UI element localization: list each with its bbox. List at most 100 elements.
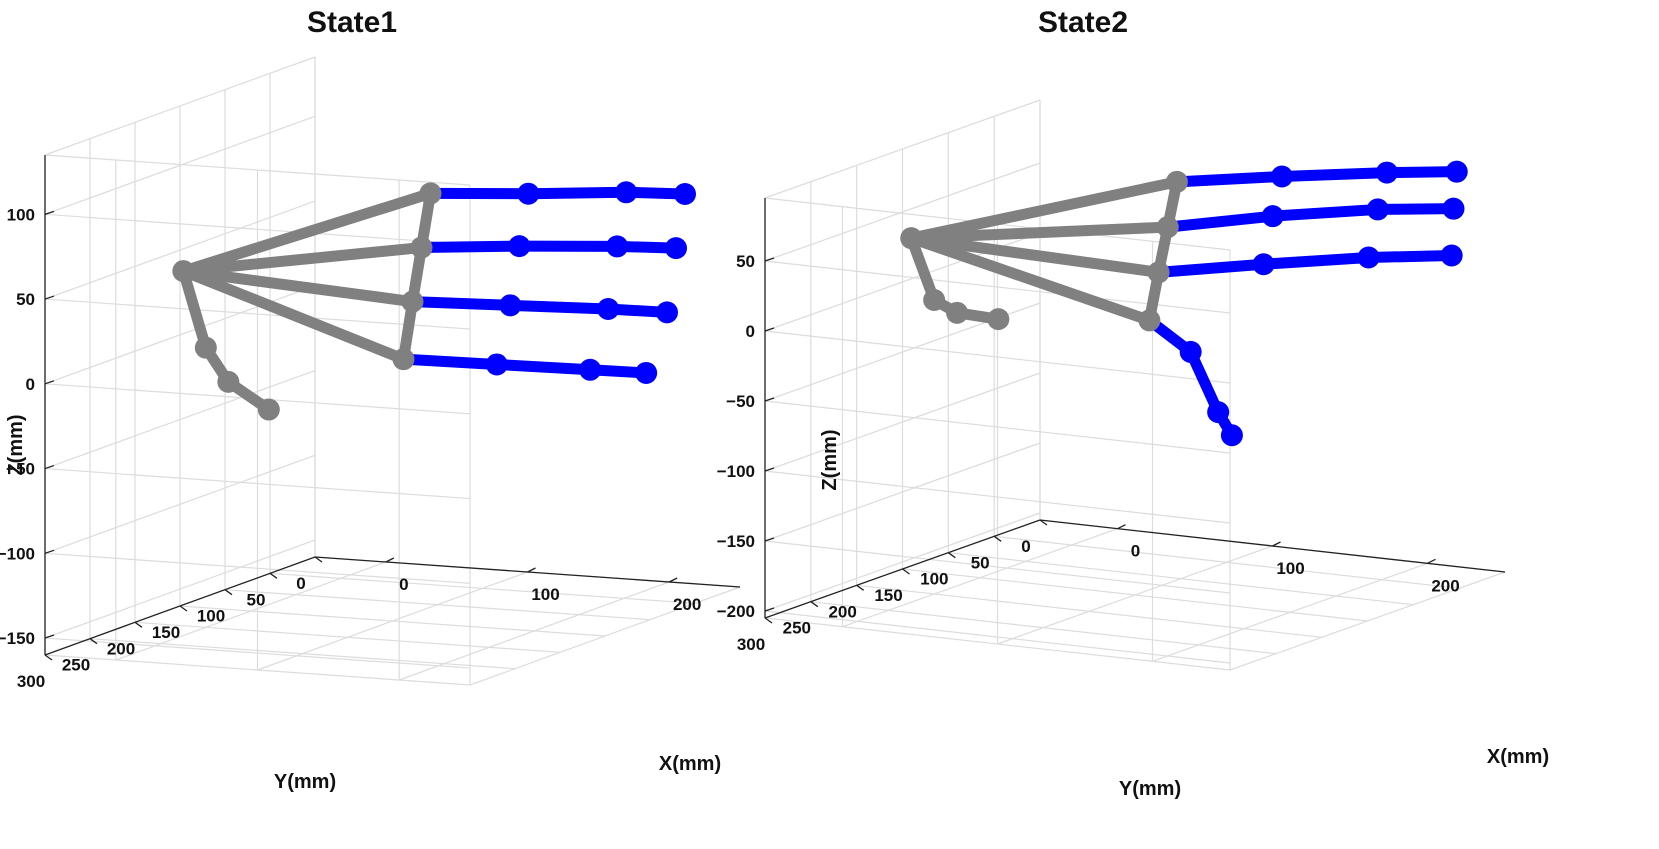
gridline	[44, 539, 316, 639]
x-axis-label: X(mm)	[1487, 746, 1549, 768]
gridline	[764, 99, 1041, 199]
finger-joint	[1261, 205, 1284, 228]
y-tick	[89, 638, 98, 645]
gridline	[44, 154, 471, 186]
knuckle-joint	[410, 236, 433, 259]
finger-joint	[1366, 198, 1389, 221]
finger-joint	[635, 361, 658, 384]
finger-joint	[615, 181, 638, 204]
z-tick	[764, 257, 775, 262]
thumb-joint	[946, 301, 969, 324]
y-tick	[993, 535, 1002, 542]
z-tick-label: −150	[717, 532, 755, 551]
wrist-joint	[900, 227, 923, 250]
thumb-joint	[194, 336, 217, 359]
gridline	[469, 586, 741, 686]
finger-bone	[504, 299, 614, 315]
finger-bone	[1171, 171, 1288, 188]
z-tick-label: −50	[6, 460, 35, 479]
z-tick	[764, 397, 775, 402]
z-tick	[764, 327, 775, 332]
z-tick	[764, 607, 775, 612]
gridline	[764, 400, 1231, 454]
z-tick	[44, 210, 55, 215]
knuckle-joint	[419, 182, 442, 205]
finger-bone	[1381, 166, 1463, 179]
gridline	[764, 512, 1041, 612]
gridline	[764, 540, 1231, 594]
finger-joint	[1270, 165, 1293, 188]
y-tick	[1039, 519, 1048, 526]
finger-bone	[398, 353, 503, 370]
y-tick	[179, 605, 188, 612]
chart-title: State1	[307, 6, 397, 39]
finger-joint	[674, 182, 696, 205]
y-axis-label: Y(mm)	[1119, 778, 1181, 800]
finger-bone	[1162, 210, 1279, 233]
gridline	[179, 605, 606, 637]
x-tick-label: 100	[531, 585, 559, 604]
y-tick-label: 250	[783, 619, 811, 638]
y-tick	[269, 572, 278, 579]
y-axis-label: Y(mm)	[274, 771, 336, 793]
gridline	[44, 654, 471, 686]
z-tick-label: 50	[736, 252, 755, 271]
finger-bone	[1372, 203, 1459, 215]
palm-bone	[177, 242, 427, 277]
gridline	[44, 369, 316, 470]
gridline	[44, 637, 471, 669]
y-tick-label: 250	[62, 656, 90, 675]
y-tick-label: 150	[874, 586, 902, 605]
finger-bone	[1153, 258, 1270, 278]
y-tick-label: 100	[197, 607, 225, 626]
finger-bone	[1363, 250, 1458, 263]
z-tick-label: 0	[746, 322, 755, 341]
finger-bone	[1258, 252, 1375, 270]
z-tick-label: −100	[717, 462, 755, 481]
x-tick	[385, 557, 395, 563]
gridline	[134, 621, 561, 653]
x-axis-label: X(mm)	[659, 753, 721, 775]
y-tick	[764, 617, 773, 624]
x-tick-label: 0	[1131, 542, 1140, 561]
z-tick-label: −200	[717, 602, 755, 621]
y-tick-label: 50	[247, 590, 266, 609]
y-tick	[134, 621, 143, 628]
z-tick-label: −50	[726, 392, 755, 411]
finger-bone	[1185, 346, 1224, 418]
gridline	[44, 454, 316, 554]
z-tick	[44, 549, 55, 554]
palm-bone	[177, 187, 436, 277]
gridline	[764, 372, 1041, 472]
knuckle-joint	[1156, 216, 1179, 239]
y-tick-label: 150	[152, 623, 180, 642]
x-tick	[527, 567, 536, 573]
finger-joint	[485, 353, 508, 376]
x-tick	[668, 577, 678, 583]
x-tick-label: 200	[1431, 576, 1459, 595]
y-tick-label: 100	[920, 570, 948, 589]
thumb-joint	[987, 308, 1010, 331]
y-tick-label: 0	[1021, 537, 1030, 556]
y-tick	[947, 552, 956, 559]
finger-joint	[1220, 424, 1243, 447]
z-tick	[44, 464, 55, 470]
z-axis-label: Z(mm)	[5, 414, 27, 475]
finger-bone	[416, 240, 525, 254]
knuckle-joint	[1138, 309, 1161, 332]
finger-joint	[597, 298, 620, 321]
palm-bone	[177, 265, 418, 308]
gridline	[1229, 571, 1506, 671]
z-tick-label: 50	[16, 290, 35, 309]
finger-joint	[1252, 253, 1275, 276]
gridline	[44, 552, 471, 584]
finger-joint	[1179, 340, 1202, 363]
z-tick-label: 0	[26, 375, 35, 394]
z-tick-label: −100	[0, 544, 35, 563]
finger-bone	[1276, 167, 1393, 182]
finger-joint	[1375, 161, 1398, 184]
z-tick	[44, 295, 55, 300]
gridline	[224, 589, 651, 621]
finger-joint	[1440, 244, 1463, 267]
finger-joint	[508, 235, 531, 258]
